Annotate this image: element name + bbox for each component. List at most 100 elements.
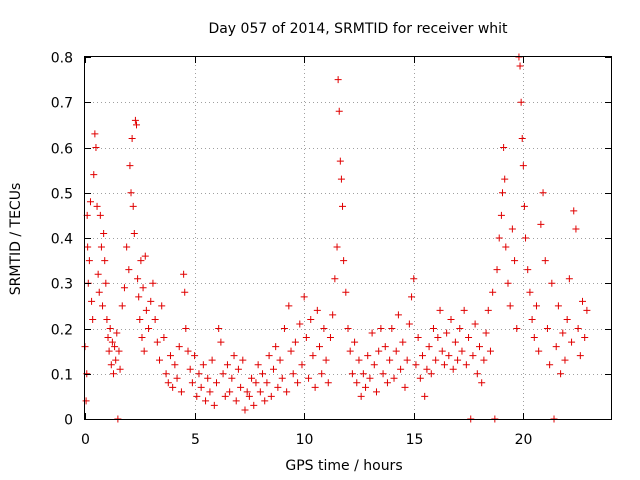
data-point — [537, 220, 545, 228]
data-point — [520, 202, 528, 210]
data-point — [390, 374, 398, 382]
data-point — [495, 234, 503, 242]
data-point — [272, 343, 280, 351]
data-point — [344, 325, 352, 332]
data-point — [511, 257, 519, 265]
data-point — [458, 347, 466, 355]
data-point — [182, 325, 190, 332]
data-point — [370, 361, 378, 369]
data-point — [108, 338, 116, 346]
data-point — [336, 157, 344, 165]
data-point — [576, 352, 584, 360]
data-point — [476, 343, 483, 351]
data-point — [104, 334, 112, 342]
data-point — [217, 338, 225, 346]
data-point — [193, 392, 201, 400]
data-point — [518, 134, 526, 142]
data-point — [353, 379, 361, 387]
data-point — [197, 383, 205, 391]
y-tick-label: 0.7 — [51, 96, 73, 112]
x-tick-label: 0 — [81, 432, 90, 448]
data-point — [447, 315, 455, 323]
data-point — [103, 315, 111, 323]
data-point — [548, 279, 556, 287]
data-point — [91, 130, 99, 138]
data-point — [570, 207, 578, 215]
data-point — [215, 325, 223, 332]
data-point — [261, 397, 269, 405]
data-point — [432, 356, 440, 364]
data-point — [278, 374, 286, 382]
data-point — [351, 338, 359, 346]
data-point — [480, 356, 488, 364]
data-point — [239, 356, 247, 364]
data-point — [93, 202, 101, 210]
data-point — [128, 134, 136, 142]
data-point — [429, 325, 437, 332]
data-point — [204, 374, 212, 382]
data-point — [535, 347, 543, 355]
data-point — [443, 329, 451, 337]
data-point — [456, 325, 464, 332]
data-point — [568, 338, 576, 346]
data-point — [333, 243, 341, 251]
data-point — [454, 356, 462, 364]
data-point — [180, 270, 188, 278]
data-point — [554, 302, 562, 310]
data-point — [112, 356, 120, 364]
data-point — [362, 383, 370, 391]
data-point — [241, 406, 249, 414]
data-point — [248, 374, 256, 382]
plot-frame — [84, 56, 612, 420]
data-point — [313, 306, 321, 314]
data-point — [250, 401, 258, 409]
data-point — [149, 279, 157, 287]
data-point — [100, 229, 108, 237]
data-point — [97, 243, 105, 251]
data-point — [561, 356, 569, 364]
data-point — [226, 388, 234, 396]
data-point — [563, 315, 571, 323]
data-point — [401, 383, 409, 391]
data-point — [410, 275, 418, 283]
data-point — [210, 401, 218, 409]
data-point — [162, 370, 170, 378]
data-point — [486, 347, 494, 355]
data-point — [423, 365, 431, 373]
data-point — [324, 379, 332, 387]
data-point — [101, 257, 109, 265]
data-point — [184, 347, 192, 355]
data-point — [335, 107, 343, 115]
x-axis-ticks: 0 5 10 15 20 — [81, 57, 532, 448]
grid — [85, 57, 611, 419]
y-tick-label: 0.8 — [51, 51, 73, 67]
x-tick-label: 10 — [296, 432, 314, 448]
data-point — [581, 334, 589, 342]
data-point — [109, 370, 117, 378]
data-point — [478, 379, 486, 387]
data-point — [331, 275, 339, 283]
data-point — [451, 338, 459, 346]
data-point — [440, 361, 448, 369]
data-point — [482, 329, 490, 337]
data-point — [263, 379, 271, 387]
data-point — [230, 352, 238, 360]
data-point — [364, 352, 372, 360]
data-point — [316, 343, 324, 351]
x-tick-label: 20 — [515, 432, 533, 448]
data-point — [346, 347, 354, 355]
data-point — [133, 121, 141, 129]
data-point — [156, 356, 164, 364]
data-point — [142, 306, 150, 314]
data-point — [111, 343, 119, 351]
data-points — [81, 53, 591, 423]
data-point — [541, 257, 549, 265]
data-point — [392, 347, 400, 355]
data-point — [265, 352, 273, 360]
y-tick-label: 0.3 — [51, 277, 73, 293]
data-point — [254, 361, 262, 369]
data-point — [489, 288, 497, 296]
data-point — [85, 257, 93, 265]
data-point — [164, 379, 172, 387]
data-point — [130, 229, 138, 237]
